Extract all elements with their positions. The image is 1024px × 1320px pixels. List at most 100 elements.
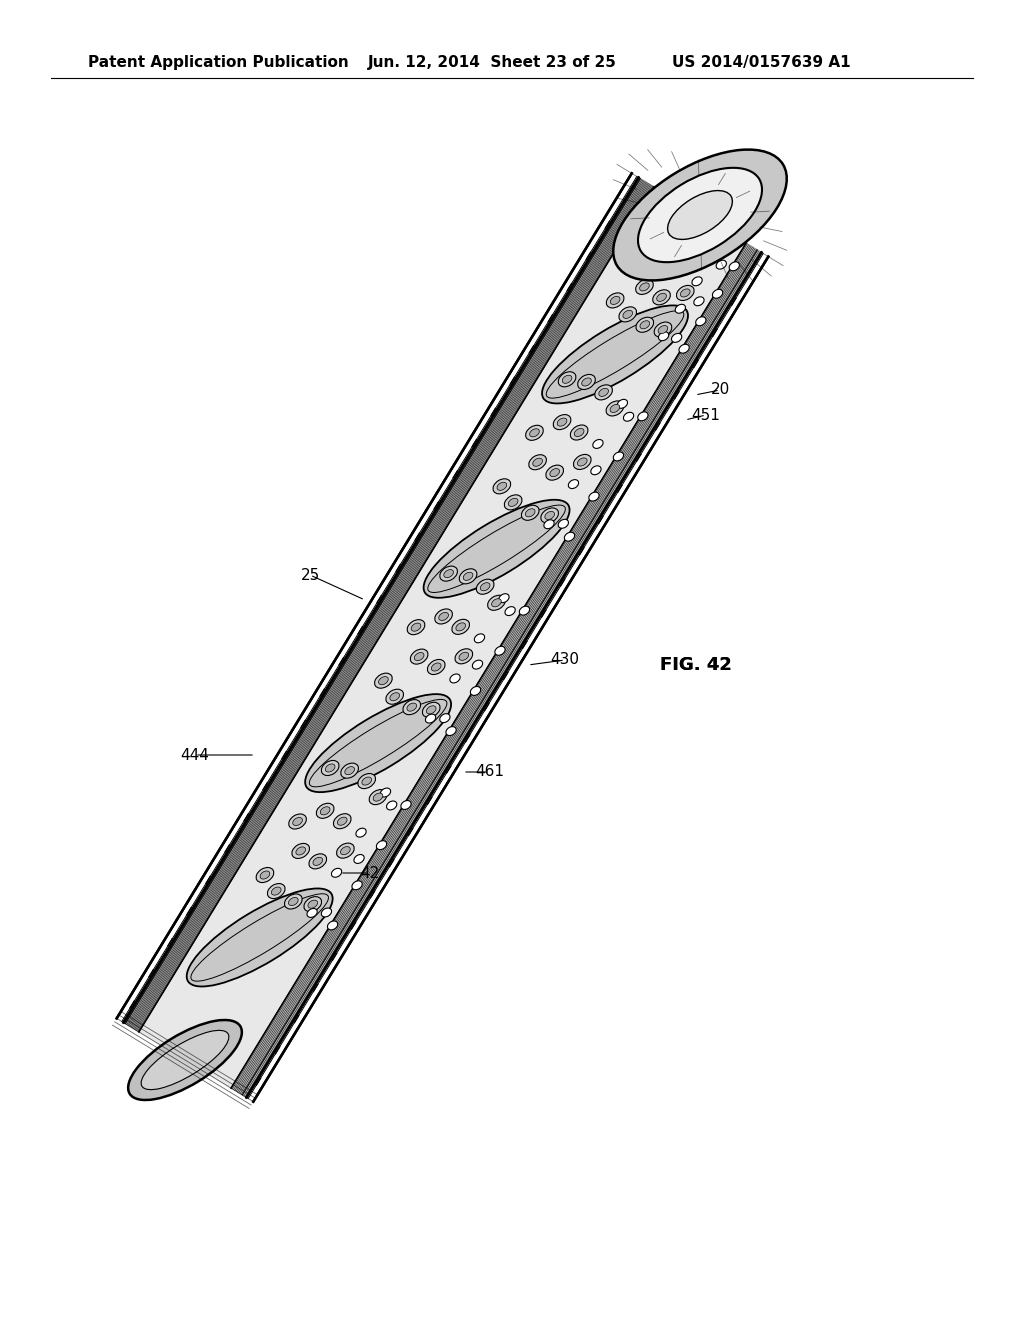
Ellipse shape [610,404,620,412]
Ellipse shape [316,804,334,818]
Ellipse shape [550,469,559,477]
Ellipse shape [519,606,529,615]
Ellipse shape [459,569,477,583]
Text: Patent Application Publication: Patent Application Publication [88,54,349,70]
Ellipse shape [289,814,306,829]
Ellipse shape [411,649,428,664]
Ellipse shape [562,375,572,383]
Ellipse shape [439,714,450,722]
Ellipse shape [709,249,719,259]
Ellipse shape [345,767,354,775]
Ellipse shape [415,652,424,660]
Ellipse shape [528,454,547,470]
Ellipse shape [499,594,509,603]
Ellipse shape [271,887,281,895]
Ellipse shape [390,693,399,701]
Ellipse shape [558,372,575,387]
Ellipse shape [337,817,347,825]
Ellipse shape [686,235,703,249]
Ellipse shape [695,317,706,326]
Ellipse shape [334,813,351,829]
Ellipse shape [326,764,335,772]
Ellipse shape [521,506,539,520]
Ellipse shape [652,290,671,305]
Ellipse shape [358,774,376,788]
Ellipse shape [322,908,332,917]
Ellipse shape [670,263,687,277]
Ellipse shape [472,660,482,669]
Ellipse shape [529,429,540,437]
Text: 444: 444 [180,747,210,763]
Ellipse shape [186,888,333,986]
Ellipse shape [308,900,317,908]
Text: 25: 25 [300,568,319,582]
Ellipse shape [373,793,383,801]
Ellipse shape [617,400,628,408]
Ellipse shape [422,702,440,717]
Ellipse shape [582,378,592,385]
Ellipse shape [497,482,507,490]
Ellipse shape [480,582,490,591]
Text: FIG. 42: FIG. 42 [660,656,732,675]
Ellipse shape [698,248,717,264]
Ellipse shape [690,239,699,247]
Ellipse shape [636,280,653,294]
Ellipse shape [141,1031,228,1089]
Ellipse shape [313,857,323,866]
Text: US 2014/0157639 A1: US 2014/0157639 A1 [672,54,851,70]
Ellipse shape [505,495,522,510]
Ellipse shape [658,331,669,341]
Ellipse shape [624,412,634,421]
Ellipse shape [636,317,653,333]
Ellipse shape [702,252,713,260]
Ellipse shape [341,846,350,854]
Ellipse shape [440,566,458,581]
Ellipse shape [412,623,421,631]
Ellipse shape [450,675,460,682]
Ellipse shape [260,871,269,879]
Ellipse shape [593,440,603,449]
Ellipse shape [578,375,595,389]
Ellipse shape [445,726,456,735]
Ellipse shape [476,579,494,594]
Ellipse shape [640,282,649,290]
Ellipse shape [610,297,620,305]
Ellipse shape [677,285,694,301]
Ellipse shape [599,388,608,396]
Ellipse shape [426,706,436,714]
Text: 461: 461 [475,764,505,780]
Ellipse shape [674,265,683,273]
Ellipse shape [495,647,505,655]
Ellipse shape [595,385,612,400]
Ellipse shape [729,261,739,271]
Ellipse shape [459,652,469,660]
Ellipse shape [361,777,372,785]
Ellipse shape [651,219,669,235]
Ellipse shape [656,293,667,301]
Ellipse shape [285,894,302,909]
Ellipse shape [654,322,672,337]
Ellipse shape [525,425,544,441]
Ellipse shape [375,673,392,688]
Ellipse shape [425,714,435,723]
Ellipse shape [341,763,358,779]
Text: 20: 20 [711,383,730,397]
Ellipse shape [675,305,685,313]
Ellipse shape [128,1020,242,1100]
Ellipse shape [591,466,601,475]
Ellipse shape [541,508,558,523]
Ellipse shape [470,686,480,696]
Text: 451: 451 [691,408,721,422]
Ellipse shape [377,841,387,850]
Ellipse shape [553,414,571,429]
Ellipse shape [296,847,305,855]
Ellipse shape [328,921,338,929]
Ellipse shape [435,609,453,624]
Ellipse shape [505,607,515,615]
Ellipse shape [293,817,302,825]
Ellipse shape [692,277,702,285]
Ellipse shape [679,345,689,354]
Text: Jun. 12, 2014  Sheet 23 of 25: Jun. 12, 2014 Sheet 23 of 25 [368,54,616,70]
Ellipse shape [532,458,543,466]
Ellipse shape [525,508,536,517]
